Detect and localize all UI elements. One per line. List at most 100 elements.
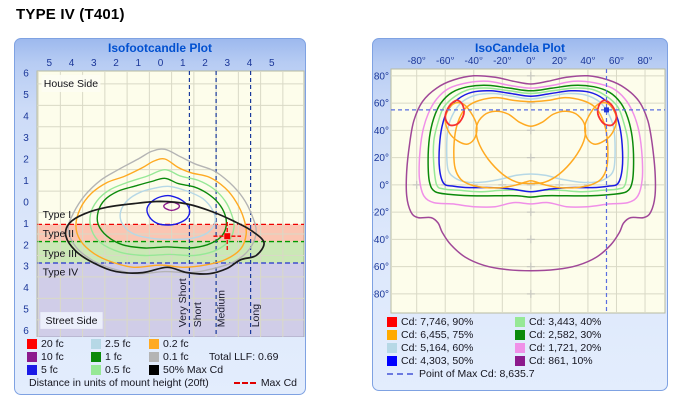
legend-item: 0.5 fc — [91, 364, 149, 376]
legend-item: 5 fc — [27, 364, 91, 376]
legend-swatch — [27, 338, 37, 349]
svg-text:2: 2 — [23, 154, 29, 165]
legend-label: Cd: 1,721, 20% — [529, 341, 602, 354]
point-of-max-row: Point of Max Cd: 8,635.7 — [373, 367, 667, 381]
legend-label: 50% Max Cd — [163, 363, 224, 376]
legend-row: Cd: 5,164, 60% Cd: 1,721, 20% — [373, 341, 667, 354]
svg-text:4: 4 — [247, 58, 253, 69]
legend-swatch — [149, 364, 159, 375]
svg-text:6: 6 — [23, 69, 29, 80]
legend-label: 20 fc — [41, 337, 64, 350]
legend-row: 5 fc 0.5 fc 50% Max Cd — [15, 363, 305, 376]
page-title: TYPE IV (T401) — [16, 6, 125, 23]
legend-item: Cd: 1,721, 20% — [515, 342, 601, 354]
zone-label: Type IV — [43, 267, 79, 279]
svg-text:5: 5 — [269, 58, 275, 69]
contours — [64, 148, 265, 275]
svg-text:-80°: -80° — [407, 57, 425, 67]
legend-swatch — [515, 342, 525, 353]
svg-text:-60°: -60° — [373, 262, 389, 273]
legend-item: Cd: 861, 10% — [515, 355, 593, 367]
legend-swatch — [387, 329, 397, 340]
isocandela-plot: -80° -60° -40° -20° 0° 20° 40° 60° 80° 80° 60° 40° 2… — [373, 57, 666, 314]
contour-Cd 7,746 (90%) right — [596, 99, 618, 127]
legend-item: Cd: 3,443, 40% — [515, 316, 601, 328]
legend-label: 0.1 fc — [163, 350, 189, 363]
contour-0.5 fc — [89, 169, 235, 257]
legend-row: 20 fc 2.5 fc 0.2 fc — [15, 337, 305, 350]
legend-row: 10 fc 1 fc 0.1 fc Total LLF: 0.69 — [15, 350, 305, 363]
legend-swatch — [515, 355, 525, 366]
legend-swatch — [387, 355, 397, 366]
legend-label: 2.5 fc — [105, 337, 131, 350]
legend-swatch — [387, 342, 397, 353]
svg-text:40°: 40° — [580, 57, 595, 67]
isocandela-panel: IsoCandela Plot -80° -60° -40° -20° 0° 20° 40°… — [372, 38, 668, 391]
legend-label: Cd: 3,443, 40% — [529, 315, 602, 328]
legend-row: Cd: 6,455, 75% Cd: 2,582, 30% — [373, 328, 667, 341]
svg-text:20°: 20° — [552, 57, 567, 67]
legend-swatch — [91, 338, 101, 349]
isofootcandle-plot-title: Isofootcandle Plot — [107, 41, 212, 55]
svg-text:-40°: -40° — [465, 57, 483, 67]
contour-0.1 fc — [67, 148, 257, 275]
svg-text:3: 3 — [224, 58, 230, 69]
svg-text:5: 5 — [23, 305, 29, 316]
tick-labels: -80° -60° -40° -20° 0° 20° 40° 60° 80° 80° 60° 40° 2… — [373, 57, 653, 300]
svg-text:2: 2 — [202, 58, 208, 69]
zone-label: Type I — [43, 209, 72, 221]
svg-text:4: 4 — [23, 283, 29, 294]
legend-item: 1 fc — [91, 351, 149, 363]
legend-label: Cd: 7,746, 90% — [401, 315, 474, 328]
legend-label: Cd: 6,455, 75% — [401, 328, 474, 341]
svg-text:0°: 0° — [379, 180, 389, 191]
svg-text:-40°: -40° — [373, 235, 389, 246]
plot-area — [36, 70, 305, 337]
svg-text:0: 0 — [158, 58, 164, 69]
max-cd-marker — [213, 222, 242, 251]
svg-text:1: 1 — [135, 58, 141, 69]
legend-item: Cd: 6,455, 75% — [387, 329, 515, 341]
contour-Cd 6,455 (75%) center island — [475, 110, 587, 185]
legend-label: Total LLF: 0.69 — [209, 350, 279, 363]
svg-text:Street Side: Street Side — [46, 315, 98, 327]
legend-swatch — [515, 329, 525, 340]
contour-0.2 fc — [75, 157, 248, 269]
svg-text:-20°: -20° — [493, 57, 511, 67]
contour-Cd 1,721 (20%) — [418, 80, 644, 208]
svg-text:5: 5 — [23, 90, 29, 101]
svg-text:-80°: -80° — [373, 289, 389, 300]
units-footnote: Distance in units of mount height (20ft) — [29, 377, 209, 389]
svg-text:6: 6 — [23, 326, 29, 337]
isocandela-plot-title: IsoCandela Plot — [474, 41, 566, 55]
svg-text:80°: 80° — [374, 71, 389, 82]
legend-swatch — [91, 351, 101, 362]
side-label: House Side — [41, 74, 101, 93]
legend-item: 2.5 fc — [91, 338, 149, 350]
svg-text:2: 2 — [23, 240, 29, 251]
legend-label: 0.2 fc — [163, 337, 189, 350]
point-of-max-marker — [603, 107, 609, 113]
zone-label: Type III — [43, 248, 77, 260]
svg-text:5: 5 — [46, 58, 52, 69]
contour-Cd 6,455 (75%) right lobe — [584, 101, 618, 145]
contour-Cd 7,746 (90%) left — [444, 99, 465, 127]
svg-text:4: 4 — [23, 112, 29, 123]
contour-Cd 6,455 (75%) outer — [453, 96, 609, 189]
band — [37, 241, 304, 263]
legend-item: 50% Max Cd — [149, 364, 223, 376]
isofootcandle-legend: 20 fc 2.5 fc 0.2 fc 10 fc 1 fc 0.1 fc Total LL… — [15, 337, 305, 376]
legend-item: Total LLF: 0.69 — [209, 351, 278, 363]
svg-text:0: 0 — [23, 197, 29, 208]
legend-label: 1 fc — [105, 350, 122, 363]
zone-label: Type II — [43, 228, 75, 240]
svg-text:1: 1 — [23, 176, 29, 187]
tick-labels: 5 4 3 2 1 0 1 2 3 4 5 6 5 4 3 2 1 0 1 2 3 4 5 6 — [23, 58, 275, 337]
contour-Cd 2,582 (30%) — [427, 84, 635, 198]
svg-text:3: 3 — [91, 58, 97, 69]
svg-text:0°: 0° — [526, 57, 536, 67]
point-of-max-label: Point of Max Cd: 8,635.7 — [419, 368, 535, 380]
point-of-max-dash-sample — [387, 373, 413, 375]
contour-2.5 fc — [119, 185, 217, 241]
